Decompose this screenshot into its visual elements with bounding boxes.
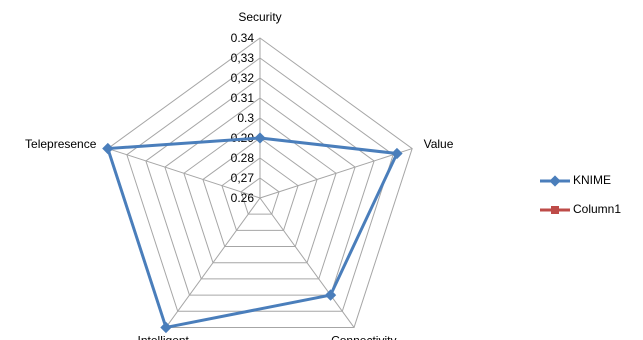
tick-label: 0,32: [231, 71, 255, 85]
legend-label: KNIME: [573, 173, 611, 187]
grid-ring: [221, 157, 299, 231]
category-label: Security: [238, 10, 281, 24]
category-label: Telepresence: [25, 137, 97, 151]
tick-label: 0.28: [231, 151, 255, 165]
tick-label: 0,27: [231, 171, 255, 185]
grid-ring: [183, 117, 337, 264]
tick-label: 0.26: [231, 191, 255, 205]
marker: [254, 132, 266, 144]
category-label: Connectivity: [331, 333, 396, 340]
tick-label: 0.34: [231, 31, 255, 45]
legend-label: Column1: [573, 202, 621, 216]
grid-ring: [202, 137, 318, 248]
grid-ring: [145, 77, 375, 296]
series-line: [105, 136, 400, 330]
category-label: Value: [424, 137, 454, 151]
tick-label: 0.31: [231, 91, 255, 105]
spoke: [259, 148, 413, 199]
spoke: [165, 197, 261, 328]
tick-label: 0.3: [237, 111, 254, 125]
marker: [160, 321, 172, 334]
legend-marker: [549, 175, 561, 187]
spoke: [107, 148, 261, 199]
category-label: Intelligent: [138, 333, 190, 340]
marker: [102, 142, 114, 155]
marker: [324, 289, 337, 301]
grid-ring: [240, 177, 280, 215]
spoke: [259, 197, 355, 328]
tick-label: 0,33: [231, 51, 255, 65]
legend-marker: [551, 206, 559, 214]
grid-ring: [164, 97, 356, 280]
grid-ring: [126, 57, 394, 312]
grid-ring: [107, 37, 413, 328]
marker: [391, 147, 403, 160]
